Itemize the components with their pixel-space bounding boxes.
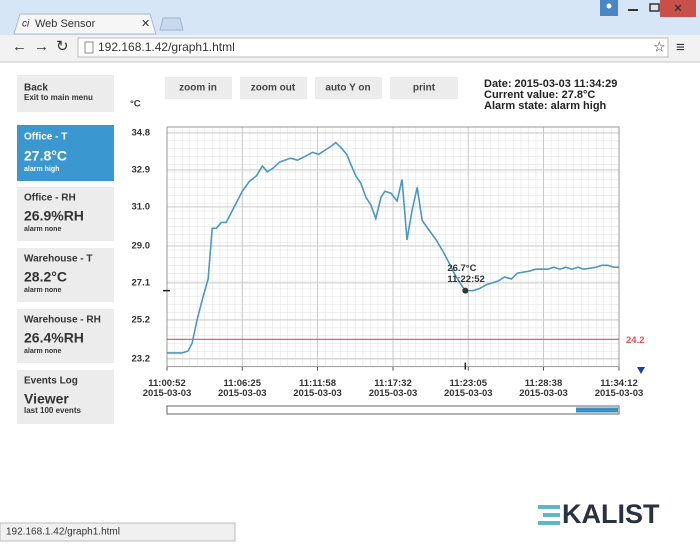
y-tick-label: 32.9 <box>132 164 151 175</box>
nav-button[interactable] <box>17 75 114 112</box>
status-bar <box>0 522 236 542</box>
logo-text: KALIST <box>562 499 660 529</box>
menu[interactable]: ≡ <box>676 39 685 56</box>
x-tick-label: 11:00:52 <box>148 378 186 389</box>
sensor-button[interactable] <box>17 187 114 241</box>
forward-button[interactable]: → <box>34 38 49 55</box>
y-tick-label: 31.0 <box>132 201 151 212</box>
x-tick-date: 2015-03-03 <box>595 388 644 399</box>
events-button[interactable] <box>17 370 114 424</box>
maximize-icon <box>649 3 660 12</box>
sensor-status: alarm high <box>24 166 59 173</box>
sensor-value: 26.4%RH <box>24 330 84 346</box>
events-value: Viewer <box>24 391 69 407</box>
new-tab[interactable] <box>159 17 184 31</box>
logo: KALIST <box>538 499 660 529</box>
sensor-button-active[interactable] <box>17 125 114 181</box>
sensor-title: Warehouse - T <box>24 254 93 265</box>
x-tick-date: 2015-03-03 <box>293 388 342 399</box>
page-icon <box>84 41 94 54</box>
sensor-button[interactable] <box>17 309 114 363</box>
auto-y-button[interactable] <box>315 77 382 99</box>
close[interactable] <box>660 0 696 17</box>
x-tick-label: 11:28:38 <box>525 378 563 389</box>
minimize[interactable] <box>620 0 646 16</box>
y-tick-label: 29.0 <box>132 240 151 251</box>
x-tick-label: 11:06:25 <box>224 378 262 389</box>
y-tick-label: 25.2 <box>132 314 151 325</box>
y-tick-label: 23.2 <box>132 353 151 364</box>
reload-button[interactable]: ↻ <box>56 38 69 55</box>
cursor-value: 26.7°C <box>447 263 476 274</box>
logo-stripe <box>538 521 560 525</box>
alarm-label: 24.2 <box>626 335 645 346</box>
button-label: print <box>413 83 436 94</box>
button-label: auto Y on <box>325 83 370 94</box>
events-status: last 100 events <box>24 406 81 415</box>
x-tick-label: 11:11:58 <box>299 378 336 389</box>
logo-stripe <box>543 513 560 517</box>
x-tick-date: 2015-03-03 <box>444 388 493 399</box>
sensor-status: alarm none <box>24 287 61 294</box>
sensor-value: 26.9%RH <box>24 208 84 224</box>
plot-border <box>166 126 620 368</box>
y-tick-label: 27.1 <box>132 277 151 288</box>
logo-stripe <box>538 505 560 509</box>
cursor-time: 11:22:52 <box>447 274 485 285</box>
sensor-title: Warehouse - RH <box>24 315 101 326</box>
sensor-button[interactable] <box>17 248 114 302</box>
x-tick-date: 2015-03-03 <box>369 388 418 399</box>
address-bar[interactable] <box>77 37 669 58</box>
events-title: Events Log <box>24 376 78 387</box>
zoom-out-button[interactable] <box>240 77 307 99</box>
tab-icon: ci <box>22 19 30 30</box>
sensor-value: 28.2°C <box>24 269 67 285</box>
info-alarm: Alarm state: alarm high <box>484 100 607 112</box>
chart: 23.225.227.129.031.032.934.8°C11:00:5220… <box>130 99 645 400</box>
nav-title: Back <box>24 83 48 94</box>
x-tick-date: 2015-03-03 <box>519 388 568 399</box>
print-button[interactable] <box>390 77 458 99</box>
scroll-arrow[interactable] <box>637 367 645 374</box>
scrollbar-thumb[interactable] <box>576 407 618 413</box>
button-label: zoom in <box>179 83 217 94</box>
tab-title: Web Sensor <box>35 18 96 30</box>
cursor-point <box>462 287 469 294</box>
nav-subtitle: Exit to main menu <box>24 93 93 102</box>
user-icon <box>606 3 612 9</box>
info-value: Current value: 27.8°C <box>484 89 595 101</box>
x-tick-label: 11:34:12 <box>600 378 638 389</box>
series-line <box>167 141 619 354</box>
sensor-status: alarm none <box>24 226 61 233</box>
info-date: Date: 2015-03-03 11:34:29 <box>484 78 617 90</box>
scrollbar[interactable] <box>166 405 620 415</box>
button-label: zoom out <box>251 83 296 94</box>
x-tick-date: 2015-03-03 <box>143 388 192 399</box>
x-tick-date: 2015-03-03 <box>218 388 267 399</box>
url: 192.168.1.42/graph1.html <box>98 40 235 54</box>
star[interactable]: ☆ <box>653 39 666 55</box>
sensor-title: Office - T <box>24 132 67 143</box>
y-axis-label: °C <box>130 99 141 110</box>
y-tick-label: 34.8 <box>132 127 151 138</box>
back-button[interactable]: ← <box>12 38 27 55</box>
tab-close[interactable]: ✕ <box>141 18 150 30</box>
x-tick-label: 11:23:05 <box>450 378 488 389</box>
zoom-in-button[interactable] <box>165 77 232 99</box>
tab[interactable] <box>13 13 157 35</box>
sensor-value: 27.8°C <box>24 148 67 164</box>
close-icon: ✕ <box>674 4 682 15</box>
sensor-title: Office - RH <box>24 193 76 204</box>
sidebar: Back Exit to main menu Office - T 27.8°C… <box>17 75 114 424</box>
x-tick-label: 11:17:32 <box>374 378 412 389</box>
sensor-status: alarm none <box>24 348 61 355</box>
status-url: 192.168.1.42/graph1.html <box>6 527 120 538</box>
